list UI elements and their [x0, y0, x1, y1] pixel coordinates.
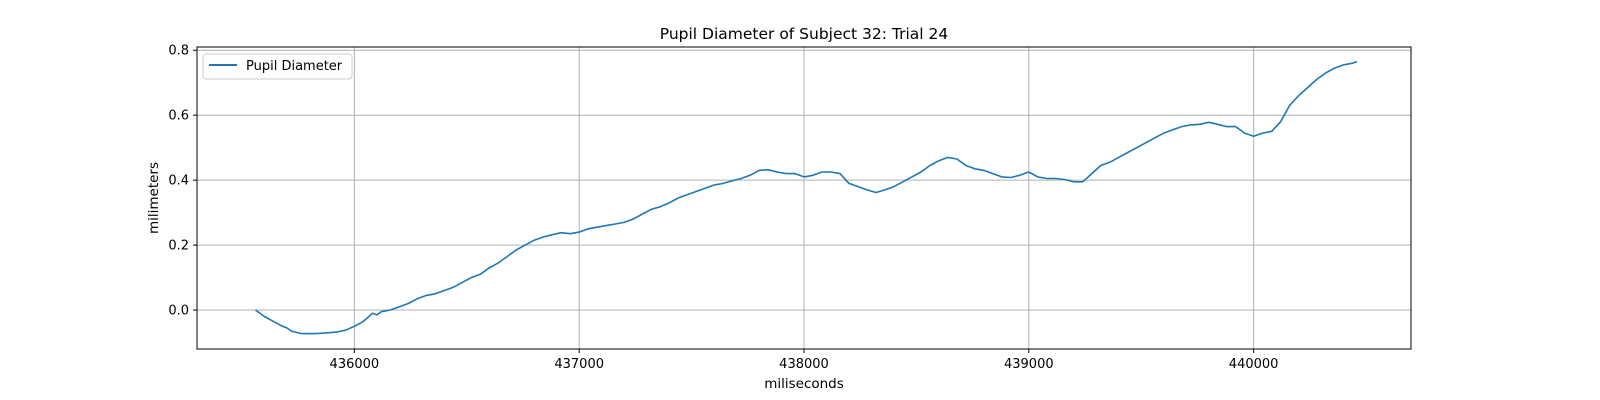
- grid: [197, 47, 1411, 349]
- x-tick-label: 439000: [1004, 357, 1054, 372]
- x-tick-label: 437000: [554, 357, 604, 372]
- series-line-pupil-diameter: [255, 60, 1358, 335]
- chart-title: Pupil Diameter of Subject 32: Trial 24: [660, 25, 949, 43]
- y-axis-ticks: 0.0 0.2 0.4 0.6 0.8: [168, 44, 197, 319]
- y-tick-label: 0.0: [168, 304, 189, 319]
- legend-box: [202, 53, 353, 80]
- y-axis-label: milimeters: [146, 162, 162, 234]
- x-axis-label: miliseconds: [764, 376, 844, 392]
- y-tick-label: 0.4: [168, 174, 189, 189]
- x-tick-label: 438000: [779, 357, 829, 372]
- y-tick-label: 0.8: [168, 44, 189, 59]
- legend: Pupil Diameter: [202, 53, 353, 80]
- x-tick-label: 440000: [1229, 357, 1279, 372]
- plot-lines: [255, 60, 1358, 335]
- legend-entry-pupil-diameter: Pupil Diameter: [246, 59, 343, 74]
- y-tick-label: 0.2: [168, 239, 189, 254]
- y-tick-label: 0.6: [168, 109, 189, 124]
- x-tick-label: 436000: [330, 357, 380, 372]
- x-axis-ticks: 436000 437000 438000 439000 440000: [330, 349, 1279, 372]
